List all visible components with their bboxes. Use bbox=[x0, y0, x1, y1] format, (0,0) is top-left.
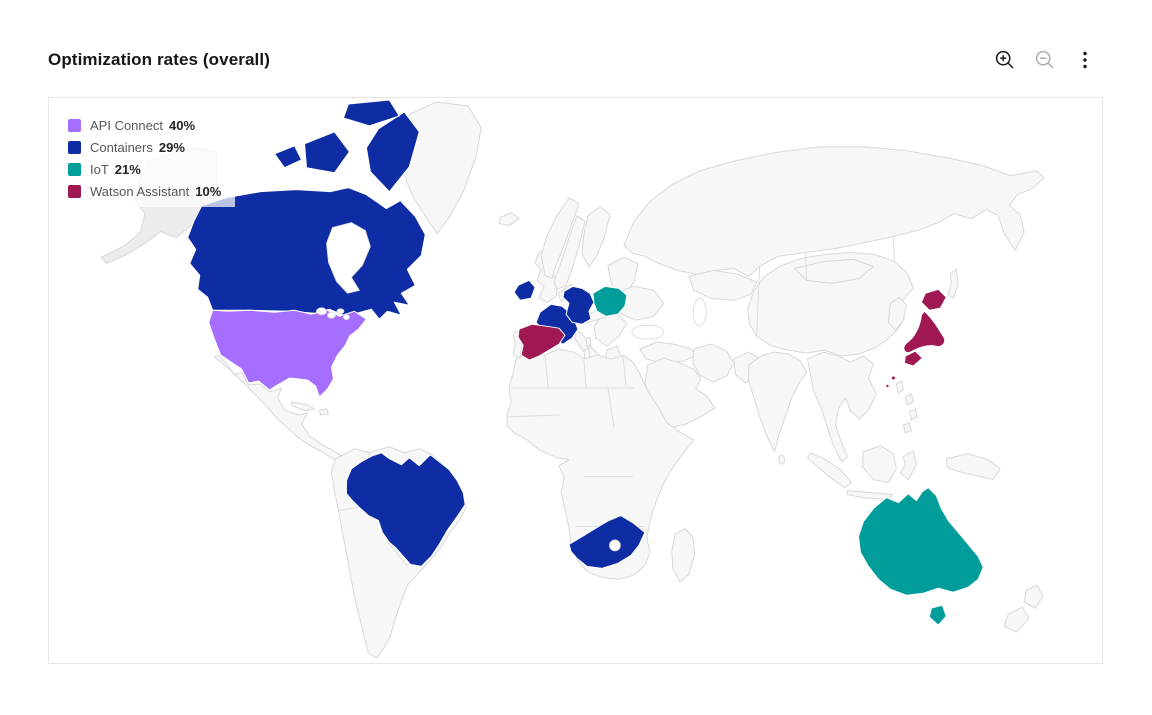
caspian-sea bbox=[692, 297, 707, 327]
zoom-in-button[interactable] bbox=[988, 43, 1022, 77]
black-sea bbox=[631, 324, 665, 340]
country-ireland[interactable] bbox=[513, 279, 536, 301]
zoom-out-icon bbox=[1035, 50, 1054, 69]
landmass-mexico-central-america bbox=[214, 354, 342, 461]
legend-label: API Connect bbox=[90, 118, 163, 133]
landmass-central-asia bbox=[688, 269, 758, 301]
country-canada[interactable] bbox=[187, 187, 426, 320]
legend-value: 40% bbox=[169, 118, 196, 133]
country-south-africa[interactable] bbox=[568, 515, 646, 569]
legend-swatch-iot bbox=[68, 163, 81, 176]
landmass-india bbox=[748, 351, 808, 453]
legend-item-containers[interactable]: Containers 29% bbox=[68, 140, 221, 155]
zoom-in-icon bbox=[995, 50, 1014, 69]
country-japan-islet[interactable] bbox=[885, 383, 890, 389]
landmass-finland bbox=[581, 206, 611, 268]
country-australia[interactable] bbox=[857, 487, 984, 596]
great-lakes bbox=[343, 314, 350, 321]
landmass-hispaniola bbox=[318, 408, 329, 416]
legend-label: Watson Assistant bbox=[90, 184, 190, 199]
landmass-taiwan bbox=[895, 380, 904, 394]
great-lakes bbox=[336, 308, 345, 315]
legend-value: 10% bbox=[195, 184, 222, 199]
country-japan-honshu[interactable] bbox=[903, 310, 946, 353]
country-united-states[interactable] bbox=[208, 309, 367, 398]
water-bodies bbox=[316, 222, 707, 552]
landmass-sumatra bbox=[807, 452, 852, 489]
landmass-korea bbox=[887, 296, 907, 331]
map-chart-card: API Connect 40% Containers 29% IoT 21% W… bbox=[48, 97, 1103, 664]
landmass-corsica bbox=[585, 336, 592, 348]
legend-swatch-containers bbox=[68, 141, 81, 154]
chart-title: Optimization rates (overall) bbox=[48, 50, 270, 69]
landmass-philippines bbox=[902, 393, 918, 434]
series-containers bbox=[187, 99, 646, 569]
landmass-sweden bbox=[553, 215, 586, 290]
landmass-southeast-asia bbox=[807, 351, 877, 463]
landmass-borneo bbox=[861, 445, 897, 484]
landmass-norway bbox=[540, 197, 580, 279]
landmass-iceland bbox=[498, 212, 520, 227]
legend-item-iot[interactable]: IoT 21% bbox=[68, 162, 221, 177]
widget-header: Optimization rates (overall) bbox=[48, 38, 1102, 82]
country-poland[interactable] bbox=[592, 285, 628, 317]
zoom-out-button[interactable] bbox=[1028, 43, 1062, 77]
series-api-connect bbox=[208, 309, 367, 398]
landmass-sakhalin bbox=[947, 268, 959, 299]
country-japan-hokkaido[interactable] bbox=[920, 288, 947, 311]
landmass-balkans bbox=[593, 312, 628, 347]
landmass-sri-lanka bbox=[778, 454, 786, 465]
legend-label: IoT bbox=[90, 162, 109, 177]
country-spain[interactable] bbox=[517, 323, 566, 361]
country-australia-tasmania[interactable] bbox=[928, 604, 947, 626]
great-lakes bbox=[327, 311, 336, 319]
landmass-africa bbox=[506, 348, 695, 580]
landmass-baltics bbox=[607, 256, 639, 294]
country-brazil[interactable] bbox=[345, 452, 466, 567]
series-watson-assistant bbox=[517, 288, 947, 389]
country-japan-kyushu[interactable] bbox=[903, 350, 923, 367]
legend-swatch-api-connect bbox=[68, 119, 81, 132]
kebab-menu-icon bbox=[1083, 51, 1087, 69]
chart-legend: API Connect 40% Containers 29% IoT 21% W… bbox=[60, 110, 236, 207]
series-iot bbox=[592, 285, 984, 626]
legend-item-api-connect[interactable]: API Connect 40% bbox=[68, 118, 221, 133]
lesotho-hole bbox=[609, 539, 621, 552]
landmass-russia bbox=[623, 146, 1045, 277]
legend-value: 21% bbox=[114, 162, 141, 177]
landmass-sulawesi bbox=[899, 450, 917, 481]
legend-swatch-watson-assistant bbox=[68, 185, 81, 198]
landmass-mongolia bbox=[794, 258, 874, 284]
overflow-menu-button[interactable] bbox=[1068, 43, 1102, 77]
hudson-bay bbox=[326, 222, 371, 294]
country-canada-arctic-islands[interactable] bbox=[274, 99, 420, 193]
country-germany[interactable] bbox=[562, 285, 595, 325]
legend-item-watson-assistant[interactable]: Watson Assistant 10% bbox=[68, 184, 221, 199]
legend-value: 29% bbox=[158, 140, 185, 155]
landmass-new-guinea bbox=[945, 453, 1001, 481]
landmass-cuba bbox=[291, 401, 315, 412]
country-japan-islet[interactable] bbox=[890, 375, 896, 381]
landmass-madagascar bbox=[671, 527, 696, 583]
legend-label: Containers bbox=[90, 140, 153, 155]
chart-controls bbox=[988, 43, 1102, 77]
world-map-canvas[interactable] bbox=[49, 98, 1102, 663]
landmass-new-zealand-north bbox=[1023, 584, 1044, 609]
landmass-new-zealand-south bbox=[1003, 606, 1030, 633]
great-lakes bbox=[316, 307, 327, 316]
landmass-iran bbox=[692, 343, 735, 383]
